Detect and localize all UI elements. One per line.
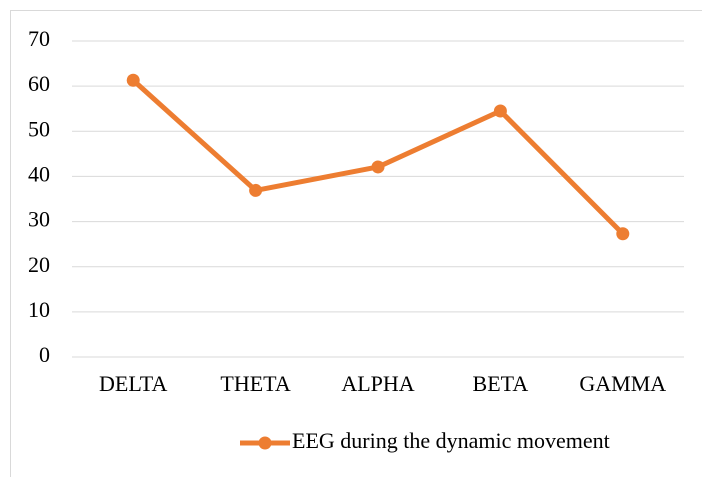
y-tick-label: 60: [28, 71, 50, 96]
y-tick-label: 10: [28, 297, 50, 322]
x-tick-label: THETA: [220, 371, 290, 396]
data-point: [493, 104, 507, 118]
y-tick-label: 50: [28, 116, 50, 141]
y-tick-label: 70: [28, 26, 50, 51]
data-point: [249, 183, 263, 197]
legend-label: EEG during the dynamic movement: [292, 428, 610, 453]
y-tick-label: 40: [28, 161, 50, 186]
chart-frame: [10, 10, 702, 477]
data-point: [371, 160, 385, 174]
y-tick-label: 20: [28, 252, 50, 277]
data-point: [616, 227, 630, 241]
y-tick-label: 30: [28, 207, 50, 232]
data-point: [126, 73, 140, 87]
legend-marker: [258, 436, 272, 450]
y-tick-label: 0: [39, 342, 50, 367]
x-tick-label: GAMMA: [579, 371, 666, 396]
x-tick-label: DELTA: [99, 371, 167, 396]
data-line: [130, 77, 626, 237]
x-tick-label: BETA: [473, 371, 529, 396]
x-tick-label: ALPHA: [341, 371, 414, 396]
